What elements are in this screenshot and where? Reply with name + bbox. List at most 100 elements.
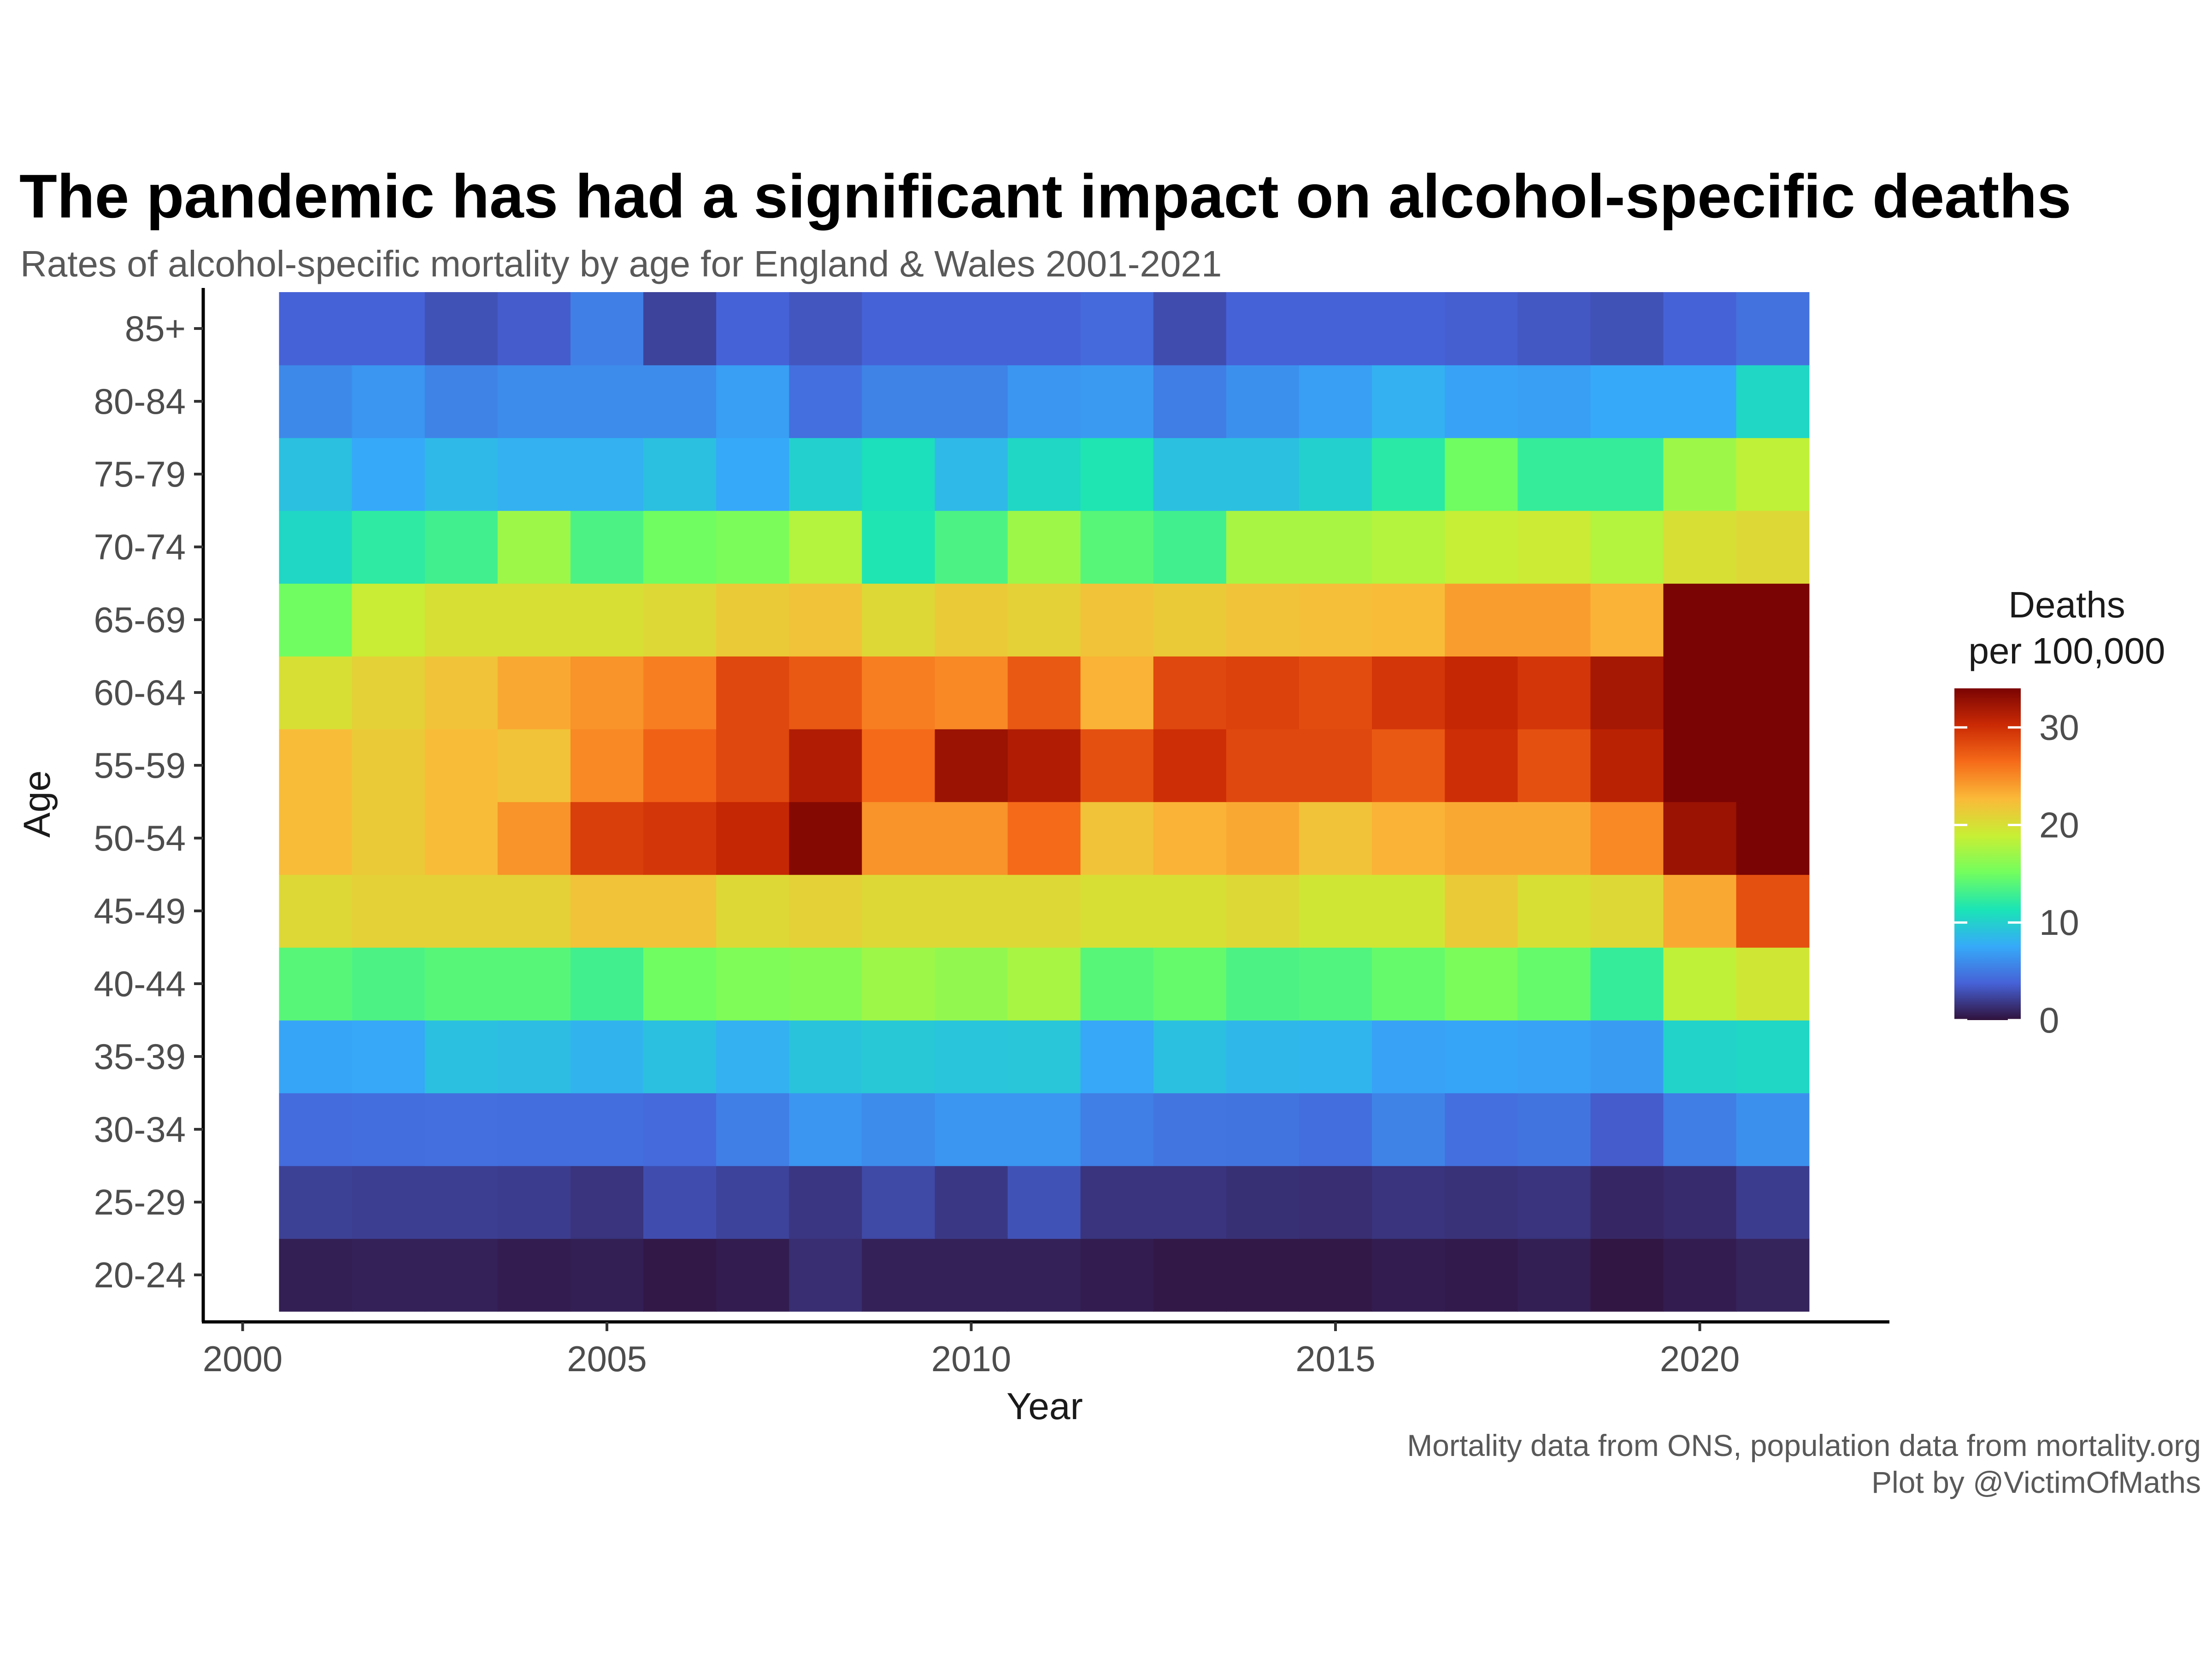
heatmap-cell xyxy=(1153,729,1227,802)
heatmap-cell xyxy=(789,365,863,438)
heatmap-cell xyxy=(935,947,1008,1021)
heatmap-cell xyxy=(1226,947,1300,1021)
chart-subtitle: Rates of alcohol-specific mortality by a… xyxy=(20,243,1222,284)
heatmap-cell xyxy=(1007,729,1081,802)
heatmap-cell xyxy=(570,1238,644,1312)
heatmap-cell xyxy=(1445,1093,1518,1166)
heatmap-cell xyxy=(1663,947,1737,1021)
y-axis-ticks: 20-24 25-29 30-34 35-39 40-44 45-49 50-54 55-59… xyxy=(94,308,203,1295)
heatmap-cell xyxy=(1153,511,1227,584)
heatmap-cell xyxy=(497,875,571,948)
heatmap-cell xyxy=(279,1238,353,1312)
heatmap-cell xyxy=(1518,438,1591,511)
heatmap-cell xyxy=(279,583,353,657)
heatmap-cell xyxy=(1299,1238,1372,1312)
heatmap-cell xyxy=(1007,583,1081,657)
heatmap-cell xyxy=(570,875,644,948)
heatmap-cell xyxy=(1226,875,1300,948)
heatmap-cell xyxy=(1372,365,1445,438)
heatmap-cell xyxy=(352,947,425,1021)
heatmap-cell xyxy=(352,583,425,657)
heatmap-cell xyxy=(1372,729,1445,802)
heatmap-cell xyxy=(1299,947,1372,1021)
heatmap-cell xyxy=(424,583,498,657)
heatmap-cell xyxy=(1372,656,1445,729)
heatmap-cell xyxy=(1153,1166,1227,1239)
heatmap-cell xyxy=(1736,365,1810,438)
heatmap-cell xyxy=(1590,802,1664,875)
heatmap-cell xyxy=(935,292,1008,365)
y-tick-label: 35-39 xyxy=(94,1036,186,1077)
heatmap-cell xyxy=(716,1238,789,1312)
heatmap-cell xyxy=(1299,656,1372,729)
heatmap-cell xyxy=(1299,802,1372,875)
heatmap-cell xyxy=(497,947,571,1021)
heatmap-cell xyxy=(1299,875,1372,948)
heatmap-cell xyxy=(1590,1020,1664,1093)
heatmap-cell xyxy=(1372,1093,1445,1166)
heatmap-cell xyxy=(716,1020,789,1093)
heatmap-cell xyxy=(352,438,425,511)
heatmap-cell xyxy=(1590,1093,1664,1166)
heatmap-cell xyxy=(935,583,1008,657)
heatmap-cell xyxy=(352,292,425,365)
heatmap-cell xyxy=(497,583,571,657)
heatmap-cell xyxy=(1080,1166,1154,1239)
heatmap-cell xyxy=(352,1020,425,1093)
heatmap-cell xyxy=(1518,875,1591,948)
heatmap-cell xyxy=(716,875,789,948)
heatmap-cell xyxy=(862,1020,935,1093)
heatmap-cell xyxy=(1007,292,1081,365)
y-tick-label: 60-64 xyxy=(94,672,186,713)
heatmap-cell xyxy=(862,729,935,802)
heatmap-cell xyxy=(570,365,644,438)
heatmap-cell xyxy=(424,802,498,875)
heatmap-cell xyxy=(1007,1093,1081,1166)
heatmap-cell xyxy=(352,1093,425,1166)
heatmap-cell xyxy=(279,511,353,584)
heatmap-cell xyxy=(1080,511,1154,584)
heatmap-cell xyxy=(1226,292,1300,365)
heatmap-cell xyxy=(1372,947,1445,1021)
heatmap-cell xyxy=(1153,947,1227,1021)
heatmap-cell xyxy=(1445,292,1518,365)
heatmap-cell xyxy=(1080,656,1154,729)
heatmap-cell xyxy=(424,1238,498,1312)
heatmap-cell xyxy=(1153,875,1227,948)
heatmap-cell xyxy=(497,292,571,365)
heatmap-cell xyxy=(1445,438,1518,511)
heatmap-cell xyxy=(643,875,717,948)
heatmap-cell xyxy=(1299,511,1372,584)
heatmap-cell xyxy=(716,802,789,875)
heatmap-cell xyxy=(935,656,1008,729)
heatmap-cell xyxy=(570,511,644,584)
heatmap-cell xyxy=(789,802,863,875)
heatmap-cell xyxy=(497,656,571,729)
heatmap-cell xyxy=(1299,583,1372,657)
heatmap-cell xyxy=(862,1093,935,1166)
heatmap-cell xyxy=(1226,729,1300,802)
heatmap-cell xyxy=(1299,1020,1372,1093)
heatmap-cell xyxy=(643,729,717,802)
heatmap-cell xyxy=(1007,802,1081,875)
heatmap-cell xyxy=(1226,511,1300,584)
heatmap-cell xyxy=(1226,1020,1300,1093)
heatmap-cell xyxy=(424,656,498,729)
heatmap-cell xyxy=(1590,947,1664,1021)
y-tick-label: 80-84 xyxy=(94,381,186,422)
heatmap-cell xyxy=(643,1238,717,1312)
heatmap-cell xyxy=(1445,947,1518,1021)
heatmap-cell xyxy=(789,438,863,511)
heatmap-cell xyxy=(1080,729,1154,802)
heatmap-cell xyxy=(789,875,863,948)
heatmap-cell xyxy=(935,1238,1008,1312)
x-axis-ticks: 2000 2005 2010 2015 2020 xyxy=(203,1322,1740,1379)
heatmap-cell xyxy=(424,292,498,365)
heatmap-cell xyxy=(497,729,571,802)
heatmap-cell xyxy=(862,656,935,729)
legend-colorbar xyxy=(1954,688,2021,1020)
heatmap-cell xyxy=(1663,292,1737,365)
heatmap-cell xyxy=(570,947,644,1021)
heatmap-cell xyxy=(643,1020,717,1093)
heatmap-cell xyxy=(1007,1166,1081,1239)
